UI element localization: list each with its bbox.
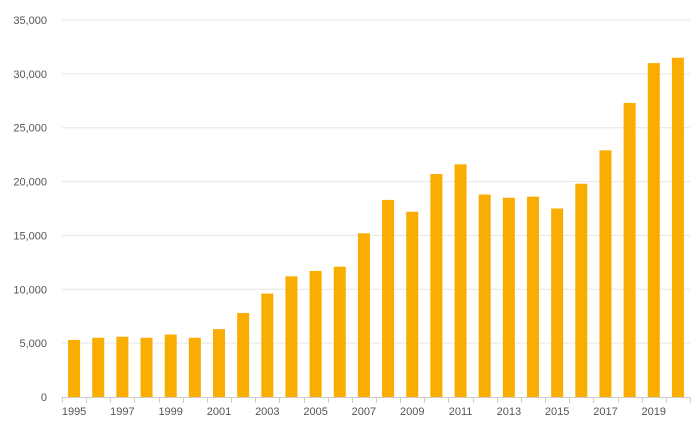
x-tick-label: 2005 (303, 406, 327, 418)
bar (551, 208, 564, 397)
x-tick-label: 2001 (207, 406, 231, 418)
bar (92, 337, 105, 397)
x-axis: 1995 1997 1999 2001 2003 2005 2007 2009 2011 2013… (62, 397, 691, 418)
bar (647, 63, 660, 397)
bar (575, 183, 588, 397)
y-tick-label: 30,000 (13, 69, 47, 81)
y-axis-ticks: 0 5,000 10,000 15,000 20,000 25,000 30,000 35,0… (13, 15, 47, 404)
bar (623, 102, 636, 397)
x-tick-label: 2015 (545, 406, 569, 418)
bar (478, 194, 491, 397)
x-tick-label: 2009 (400, 406, 424, 418)
y-tick-label: 25,000 (13, 123, 47, 135)
x-tick-label: 1995 (62, 406, 86, 418)
x-tick-label: 2013 (497, 406, 521, 418)
gridlines (62, 19, 690, 344)
bar (382, 199, 395, 397)
bar (454, 164, 467, 397)
bar (188, 337, 201, 397)
x-tick-label: 2007 (352, 406, 376, 418)
bars (68, 57, 684, 397)
bar (237, 312, 250, 397)
bar (406, 211, 419, 397)
x-tick-label: 1999 (158, 406, 182, 418)
bar (599, 150, 612, 397)
x-tick-label: 2011 (449, 406, 473, 418)
x-tick-label: 1997 (110, 406, 134, 418)
y-tick-label: 15,000 (13, 230, 47, 242)
bar (527, 196, 539, 397)
bar (357, 233, 370, 397)
y-tick-label: 10,000 (13, 284, 47, 296)
bar (164, 334, 177, 397)
bar (68, 339, 81, 397)
bar (333, 266, 346, 397)
bar (671, 57, 684, 397)
x-tick-label: 2003 (255, 406, 279, 418)
bar (430, 174, 443, 397)
y-tick-label: 35,000 (13, 15, 47, 27)
x-tick-label: 2017 (593, 406, 617, 418)
y-tick-label: 5,000 (19, 338, 47, 350)
bar (261, 293, 274, 397)
bar (116, 336, 129, 397)
y-tick-label: 20,000 (13, 177, 47, 189)
bar (213, 329, 225, 397)
bar (309, 270, 322, 397)
y-tick-label: 0 (41, 392, 47, 404)
bar (502, 197, 515, 397)
x-tick-label: 2019 (642, 406, 666, 418)
bar (140, 337, 153, 397)
bar (285, 276, 298, 397)
